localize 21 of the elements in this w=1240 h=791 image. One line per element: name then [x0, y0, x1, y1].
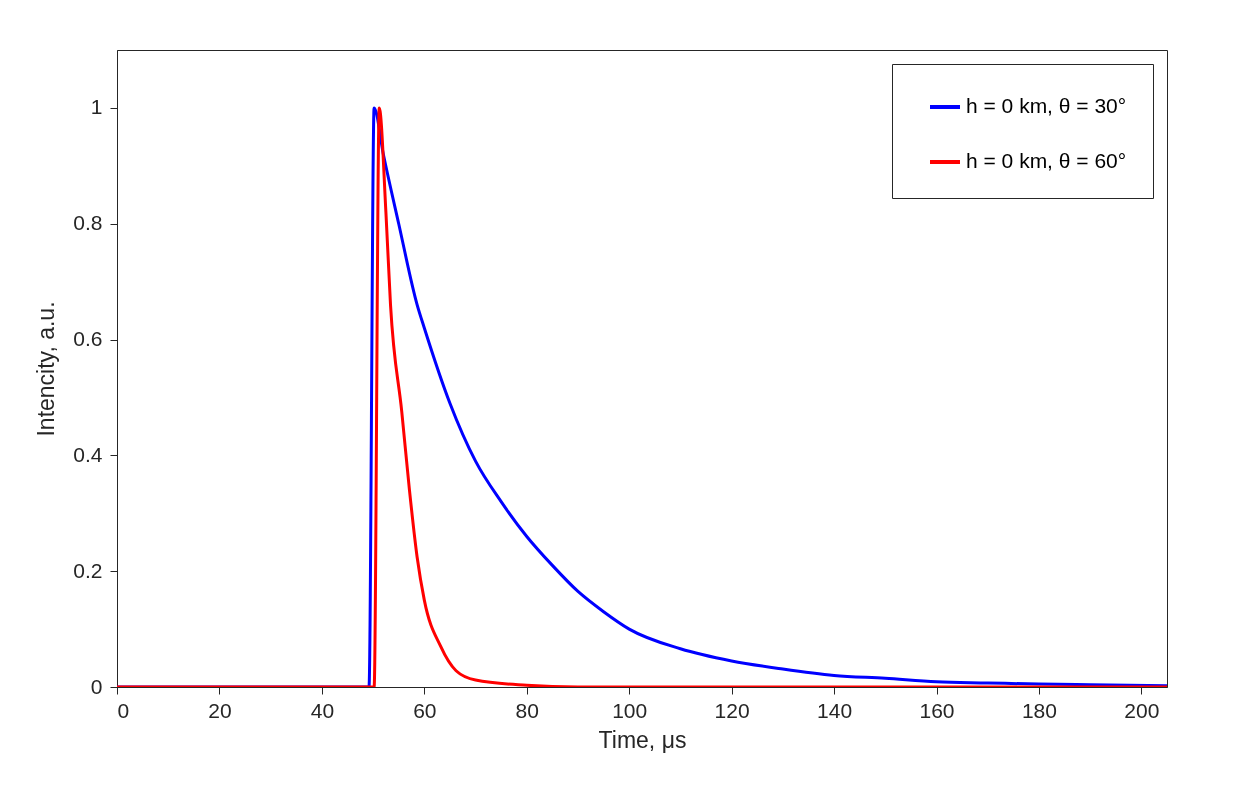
x-axis-title: Time, μs — [598, 726, 687, 753]
y-tick-label: 0.6 — [73, 327, 103, 351]
x-tick-label: 160 — [919, 698, 955, 722]
x-tick-label: 100 — [612, 698, 648, 722]
x-tick-label: 40 — [310, 698, 335, 722]
x-tick-label: 120 — [714, 698, 750, 722]
y-tick-label: 1 — [90, 95, 103, 119]
legend-label: h = 0 km, θ = 30° — [966, 94, 1127, 117]
x-tick-label: 200 — [1124, 698, 1160, 722]
y-axis-title: Intencity, a.u. — [33, 301, 60, 437]
y-tick-label: 0.8 — [73, 211, 103, 235]
x-tick-label: 20 — [208, 698, 232, 722]
y-tick-label: 0.2 — [73, 558, 103, 582]
x-tick-label: 0 — [117, 698, 130, 722]
y-tick-label: 0 — [90, 674, 103, 698]
x-tick-label: 180 — [1021, 698, 1057, 722]
x-tick-label: 140 — [817, 698, 853, 722]
legend-label: h = 0 km, θ = 60° — [966, 149, 1127, 172]
x-tick-label: 60 — [413, 698, 437, 722]
x-tick-label: 80 — [515, 698, 539, 722]
y-tick-label: 0.4 — [73, 442, 103, 466]
